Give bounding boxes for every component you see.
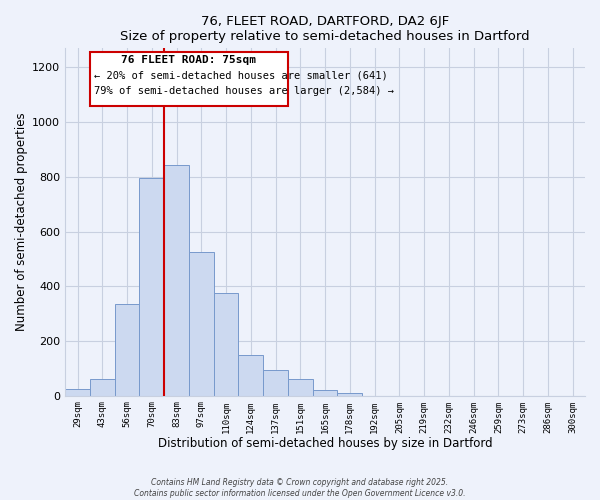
- Bar: [90, 380, 115, 396]
- Bar: [313, 390, 337, 396]
- Bar: [288, 380, 313, 396]
- Text: Contains HM Land Registry data © Crown copyright and database right 2025.
Contai: Contains HM Land Registry data © Crown c…: [134, 478, 466, 498]
- Bar: [189, 252, 214, 396]
- X-axis label: Distribution of semi-detached houses by size in Dartford: Distribution of semi-detached houses by …: [158, 437, 493, 450]
- Bar: [164, 164, 189, 396]
- Text: 76 FLEET ROAD: 75sqm: 76 FLEET ROAD: 75sqm: [121, 55, 256, 65]
- Title: 76, FLEET ROAD, DARTFORD, DA2 6JF
Size of property relative to semi-detached hou: 76, FLEET ROAD, DARTFORD, DA2 6JF Size o…: [120, 15, 530, 43]
- Text: ← 20% of semi-detached houses are smaller (641): ← 20% of semi-detached houses are smalle…: [94, 70, 388, 81]
- Bar: [238, 354, 263, 396]
- Bar: [115, 304, 139, 396]
- FancyBboxPatch shape: [90, 52, 288, 106]
- Y-axis label: Number of semi-detached properties: Number of semi-detached properties: [15, 112, 28, 332]
- Bar: [65, 389, 90, 396]
- Text: 79% of semi-detached houses are larger (2,584) →: 79% of semi-detached houses are larger (…: [94, 86, 394, 96]
- Bar: [139, 178, 164, 396]
- Bar: [263, 370, 288, 396]
- Bar: [214, 293, 238, 396]
- Bar: [337, 393, 362, 396]
